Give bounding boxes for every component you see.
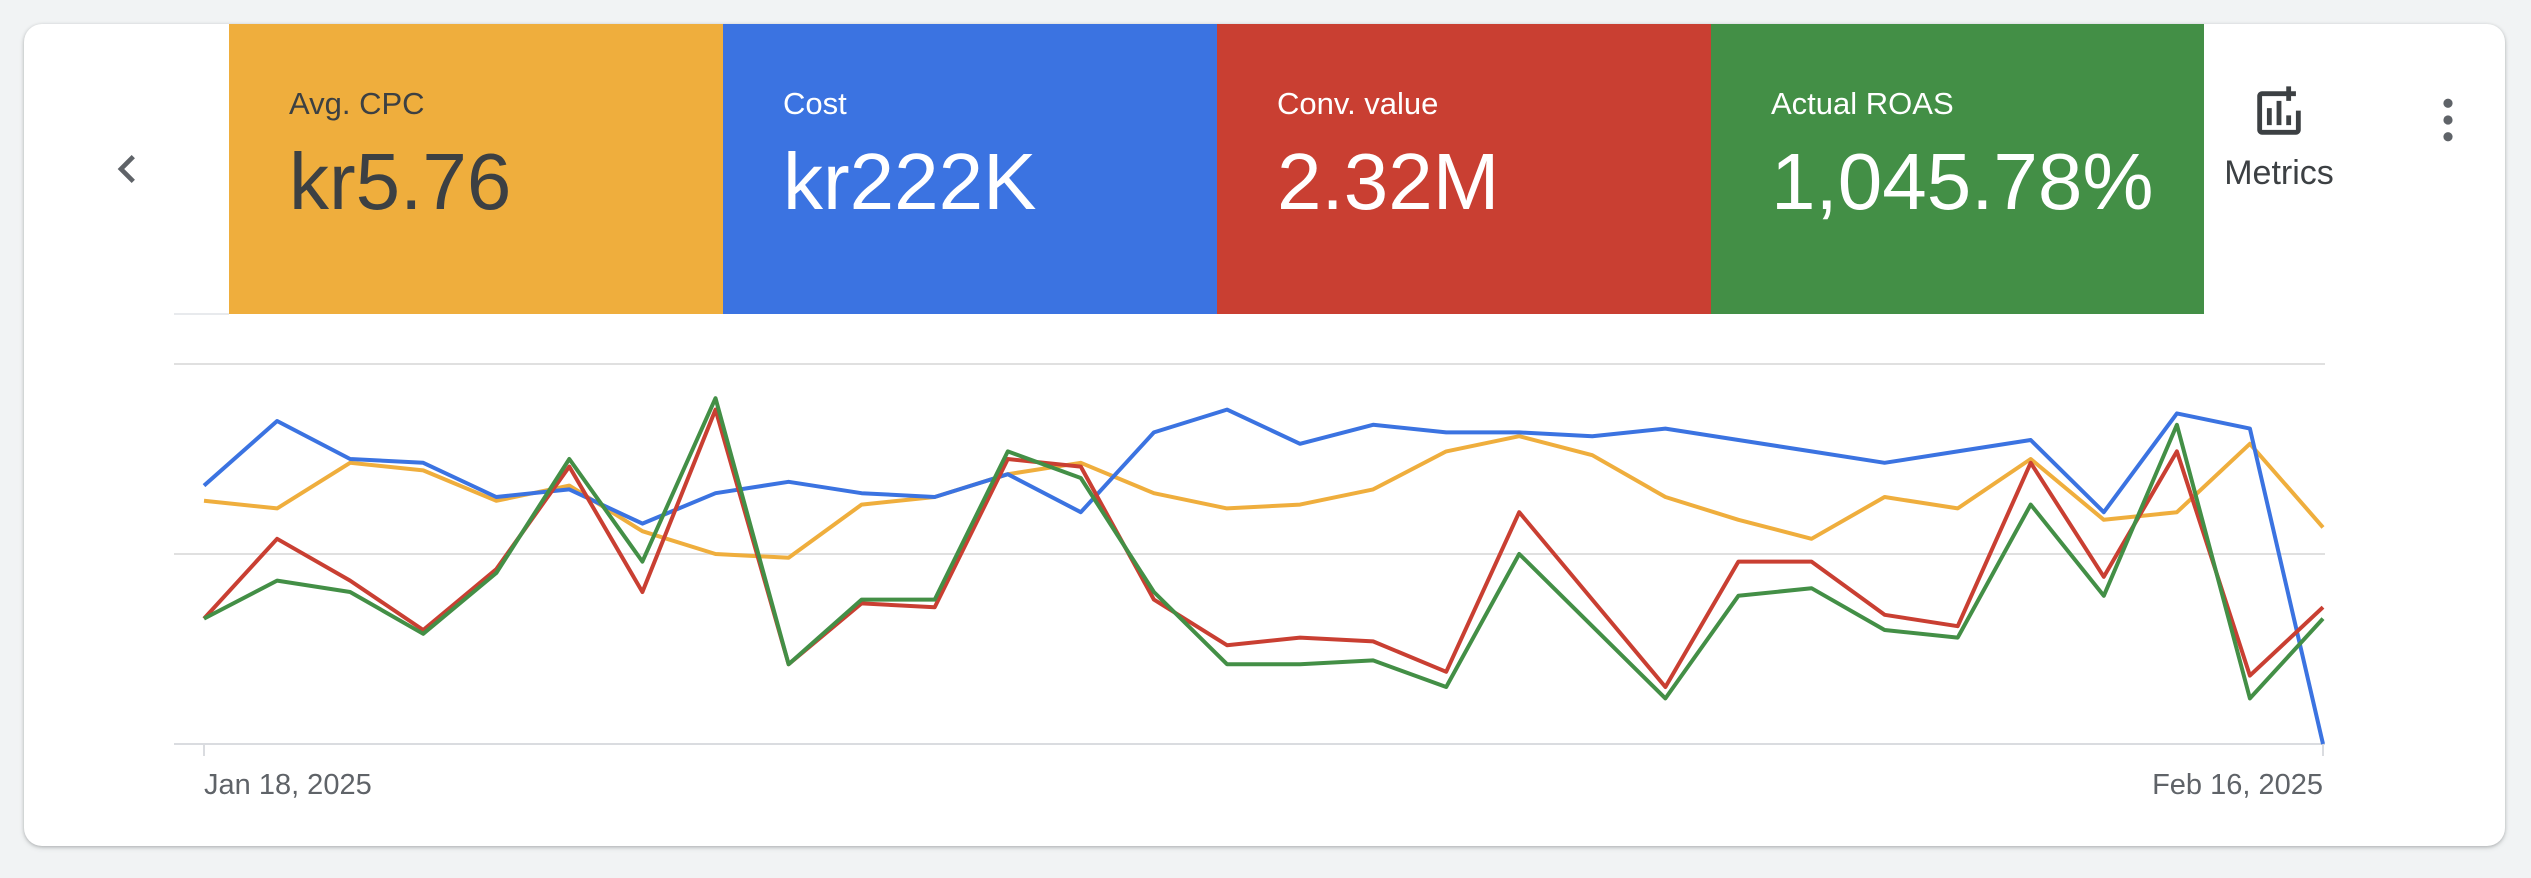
more-options-button[interactable] — [2422, 90, 2474, 150]
metrics-label: Metrics — [2224, 154, 2334, 192]
series-line-actual-roas — [203, 396, 2325, 701]
metric-label: Conv. value — [1277, 86, 1439, 121]
metric-value: 2.32M — [1277, 137, 1500, 226]
metric-label: Avg. CPC — [289, 86, 425, 121]
prev-metrics-button[interactable] — [24, 24, 229, 314]
metric-value: kr222K — [783, 137, 1037, 226]
line-chart: Jan 18, 2025 Feb 16, 2025 — [174, 313, 2325, 801]
metric-label: Cost — [783, 86, 847, 121]
metric-value: kr5.76 — [289, 137, 512, 226]
more-vert-icon — [2443, 98, 2453, 142]
metrics-button[interactable]: Metrics — [2209, 84, 2349, 204]
metric-tile-actual-roas[interactable]: Actual ROAS 1,045.78% — [1711, 24, 2204, 314]
add-chart-icon — [2257, 86, 2301, 135]
metric-tile-conv-value[interactable]: Conv. value 2.32M — [1217, 24, 1711, 314]
x-axis-label-start: Jan 18, 2025 — [204, 769, 372, 801]
series-line-conv-value — [202, 407, 2325, 689]
metric-label: Actual ROAS — [1771, 86, 1954, 121]
performance-card: Avg. CPC kr5.76 Cost kr222K Conv. value … — [24, 24, 2505, 846]
series-line-cost — [202, 407, 2325, 745]
x-axis-label-end: Feb 16, 2025 — [2152, 769, 2323, 801]
metric-tile-avg-cpc[interactable]: Avg. CPC kr5.76 — [229, 24, 723, 314]
series-line-avg-cpc — [203, 434, 2325, 560]
metric-value: 1,045.78% — [1771, 137, 2154, 226]
metric-tiles: Avg. CPC kr5.76 Cost kr222K Conv. value … — [229, 24, 2204, 314]
chevron-left-icon — [117, 155, 135, 183]
metric-tile-cost[interactable]: Cost kr222K — [723, 24, 1217, 314]
